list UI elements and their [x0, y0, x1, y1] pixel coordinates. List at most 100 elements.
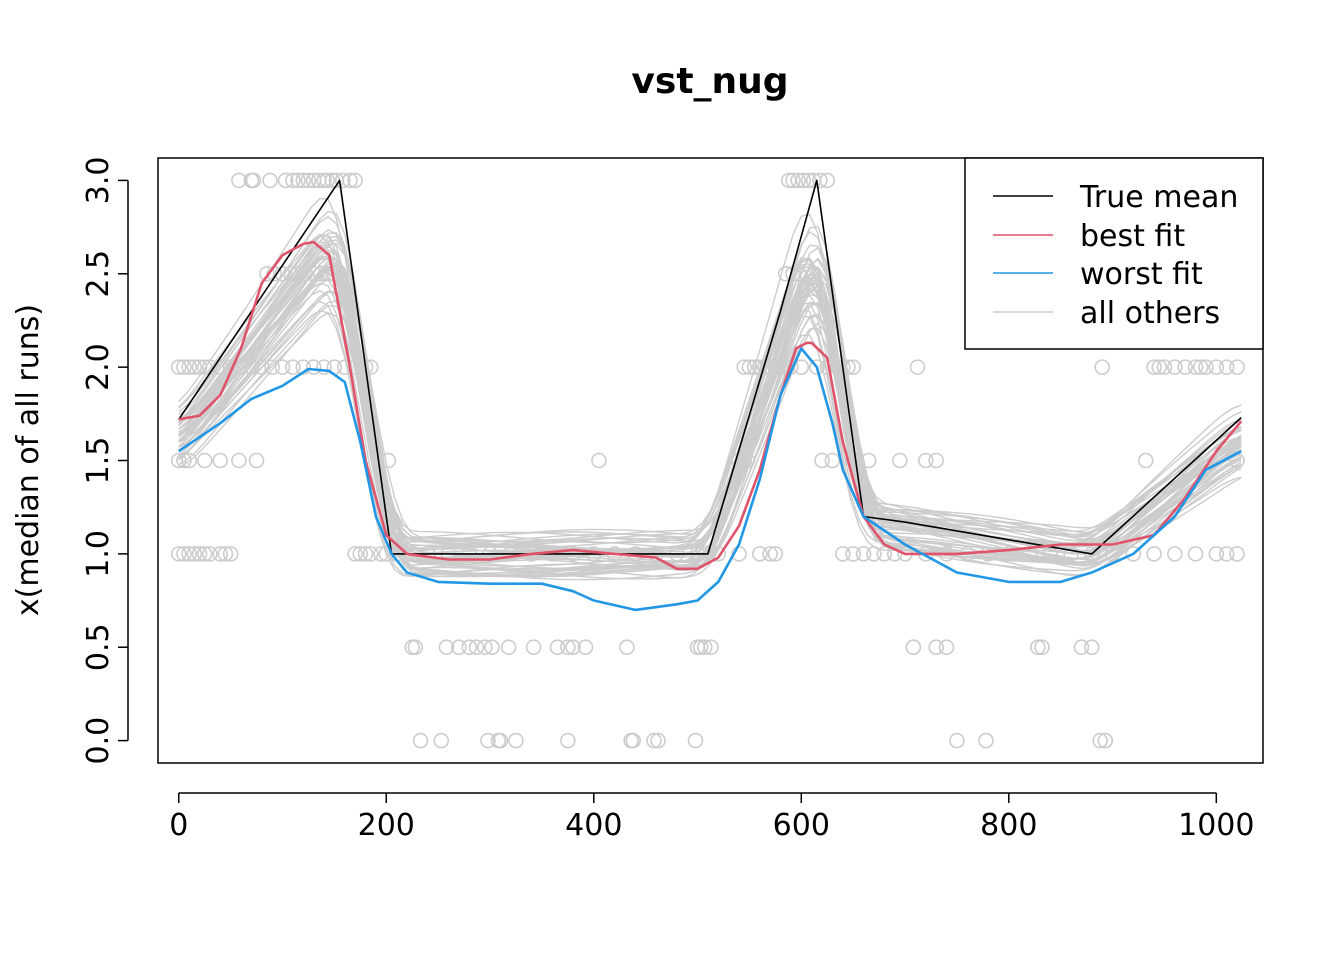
data-point	[202, 546, 218, 562]
data-point	[477, 639, 493, 656]
data-point	[300, 172, 317, 189]
data-point	[1073, 639, 1090, 656]
data-point	[1094, 359, 1110, 375]
x-tick-label: 400	[565, 808, 622, 843]
series-line-best-fit	[178, 240, 1243, 571]
data-point	[1167, 546, 1183, 562]
data-point	[222, 546, 239, 562]
data-point	[1156, 359, 1173, 375]
data-point	[1187, 546, 1204, 562]
data-point	[928, 639, 944, 656]
x-tick-label: 200	[358, 808, 415, 843]
data-point	[577, 639, 594, 656]
data-point	[217, 546, 234, 562]
data-point	[468, 639, 485, 656]
data-point	[1146, 546, 1162, 562]
data-point	[500, 639, 517, 656]
data-point	[855, 546, 872, 562]
data-point	[295, 359, 312, 375]
data-point	[480, 732, 496, 749]
data-point	[905, 639, 922, 656]
data-point	[316, 359, 332, 375]
data-point	[334, 172, 351, 189]
data-point	[508, 732, 524, 749]
data-point	[277, 172, 294, 189]
y-tick-label: 0.0	[81, 717, 116, 765]
data-point	[692, 639, 709, 656]
data-point	[1198, 359, 1214, 375]
data-point	[1218, 546, 1235, 562]
data-point	[549, 639, 566, 656]
data-point	[819, 172, 836, 189]
data-point	[1034, 639, 1050, 656]
legend-label-worst-fit: worst fit	[1080, 257, 1203, 292]
data-point	[790, 172, 806, 189]
data-point	[938, 639, 955, 656]
data-point	[1229, 359, 1245, 375]
data-point	[1151, 359, 1168, 375]
legend-label-all-others: all others	[1080, 296, 1220, 331]
data-point	[362, 546, 379, 562]
data-point	[170, 546, 187, 562]
x-tick-label: 0	[169, 808, 188, 843]
data-point	[1218, 359, 1235, 375]
y-tick-label: 1.5	[81, 437, 116, 485]
data-point	[212, 452, 229, 469]
series-line-true-mean	[178, 179, 1242, 555]
data-point	[181, 359, 197, 375]
series-line-other	[178, 234, 1242, 549]
data-point	[412, 732, 429, 749]
data-point	[245, 172, 262, 189]
series-line-worst-fit	[178, 347, 1242, 612]
y-tick-label: 3.0	[81, 157, 116, 205]
y-tick-label: 2.0	[81, 343, 116, 391]
legend-label-true-mean: True mean	[1079, 180, 1238, 215]
data-point	[560, 732, 576, 749]
data-point	[736, 359, 753, 375]
data-point	[262, 172, 278, 189]
data-point	[191, 546, 208, 562]
data-point	[1125, 546, 1142, 562]
data-point	[212, 546, 229, 562]
data-point	[259, 265, 275, 282]
y-tick-label: 0.5	[81, 623, 116, 671]
data-point	[170, 359, 187, 375]
data-point	[181, 452, 197, 469]
data-point	[1084, 639, 1100, 656]
x-tick-label: 600	[773, 808, 830, 843]
data-point	[347, 172, 363, 189]
data-point	[295, 172, 312, 189]
series-line-other	[178, 235, 1242, 555]
data-point	[1146, 359, 1162, 375]
data-point	[290, 172, 306, 189]
data-point	[181, 546, 197, 562]
data-point	[186, 546, 203, 562]
data-point	[812, 172, 828, 189]
x-tick-label: 1000	[1178, 808, 1254, 843]
legend-label-best-fit: best fit	[1080, 219, 1185, 254]
axes: 0 200 400 600 800 1000 0.0 0.5 1.0 1.5 2.0 2.5 3.0	[81, 157, 1254, 843]
data-point	[492, 732, 509, 749]
data-point	[347, 546, 363, 562]
data-point	[824, 452, 841, 469]
data-point	[1177, 359, 1193, 375]
data-point	[461, 639, 478, 656]
data-point	[176, 359, 192, 375]
data-point	[767, 546, 784, 562]
data-point	[191, 359, 208, 375]
y-tick-label: 2.5	[81, 250, 116, 298]
data-point	[978, 732, 994, 749]
data-point	[751, 546, 768, 562]
data-point	[949, 732, 965, 749]
data-point	[285, 172, 301, 189]
data-point	[795, 172, 812, 189]
data-point	[525, 639, 542, 656]
y-tick-label: 1.0	[81, 530, 116, 578]
data-point	[625, 732, 642, 749]
data-point	[451, 639, 467, 656]
data-point	[285, 359, 301, 375]
y-axis-label: x(median of all runs)	[11, 304, 46, 616]
data-point	[407, 639, 424, 656]
data-point	[845, 546, 861, 562]
data-point	[484, 639, 500, 656]
